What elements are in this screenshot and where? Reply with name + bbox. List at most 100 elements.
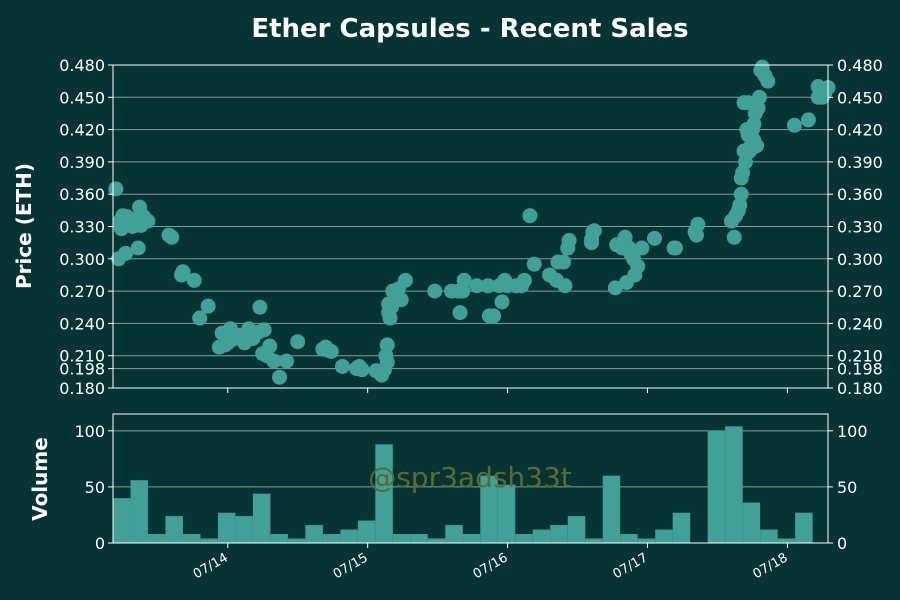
price-point xyxy=(262,338,278,354)
volume-bar xyxy=(427,538,446,543)
volume-bar xyxy=(445,525,463,543)
price-point xyxy=(186,272,202,288)
price-point xyxy=(140,213,156,229)
volume-bar xyxy=(130,480,148,543)
volume-tick-label: 50 xyxy=(85,478,105,497)
volume-bar xyxy=(462,534,481,543)
price-point xyxy=(667,240,683,256)
price-point xyxy=(690,216,706,232)
price-point xyxy=(494,294,510,310)
chart-title: Ether Capsules - Recent Sales xyxy=(251,14,688,44)
price-x-tick-marks xyxy=(227,388,788,393)
volume-bar xyxy=(217,512,236,543)
price-point xyxy=(164,229,180,245)
price-point xyxy=(630,258,646,274)
volume-bar xyxy=(795,512,813,543)
price-tick-label: 0.330 xyxy=(59,218,105,237)
price-point xyxy=(266,353,282,369)
price-point xyxy=(118,245,134,261)
volume-tick-label: 100 xyxy=(837,422,868,441)
volume-bar xyxy=(200,538,218,543)
price-point xyxy=(108,181,124,197)
price-point xyxy=(334,358,350,374)
volume-tick-label: 0 xyxy=(95,534,105,553)
price-point xyxy=(733,186,749,202)
price-tick-label: 0.270 xyxy=(59,282,105,301)
price-tick-label: 0.450 xyxy=(837,88,883,107)
volume-bar xyxy=(585,538,603,543)
price-tick-label: 0.198 xyxy=(837,360,883,379)
price-point xyxy=(452,305,468,321)
watermark: @spr3adsh33t xyxy=(368,461,572,494)
price-tick-label: 0.300 xyxy=(59,250,105,269)
volume-bar xyxy=(305,525,323,543)
price-point xyxy=(561,232,577,248)
price-tick-label: 0.270 xyxy=(837,282,883,301)
price-point xyxy=(800,112,816,128)
price-tick-label: 0.420 xyxy=(837,121,883,140)
price-tick-label: 0.180 xyxy=(837,379,883,398)
price-axis-label: Price (ETH) xyxy=(12,163,36,289)
volume-bar xyxy=(375,444,393,543)
volume-bar xyxy=(620,534,638,543)
price-point xyxy=(751,89,767,105)
price-tick-label: 0.480 xyxy=(837,56,883,75)
price-point xyxy=(379,337,395,353)
price-point xyxy=(486,308,502,324)
price-tick-label: 0.390 xyxy=(59,153,105,172)
volume-bars xyxy=(113,426,813,543)
volume-bar xyxy=(707,430,726,543)
price-points xyxy=(108,59,836,385)
volume-bar xyxy=(725,426,743,543)
price-point xyxy=(557,278,573,294)
volume-bar xyxy=(497,484,516,543)
price-point xyxy=(516,272,532,288)
volume-bar xyxy=(357,520,376,543)
price-point xyxy=(252,299,268,315)
volume-bar xyxy=(602,475,621,543)
price-point xyxy=(522,208,538,224)
price-point xyxy=(646,230,662,246)
volume-bar xyxy=(760,529,778,543)
price-point xyxy=(175,264,191,280)
price-point xyxy=(480,278,496,294)
volume-bar xyxy=(655,529,673,543)
volume-bar xyxy=(515,534,533,543)
volume-bar xyxy=(567,516,586,543)
price-point xyxy=(354,362,370,378)
price-point xyxy=(760,73,776,89)
price-point xyxy=(192,310,208,326)
price-point xyxy=(607,280,623,296)
price-point xyxy=(279,353,295,369)
price-point xyxy=(556,254,572,270)
price-tick-label: 0.240 xyxy=(59,314,105,333)
price-point xyxy=(256,322,272,338)
price-tick-label: 0.300 xyxy=(837,250,883,269)
price-point xyxy=(397,272,413,288)
volume-bar xyxy=(182,534,201,543)
volume-plot-frame xyxy=(112,413,829,544)
price-tick-label: 0.360 xyxy=(837,185,883,204)
price-tick-label: 0.240 xyxy=(837,314,883,333)
volume-bar xyxy=(392,534,411,543)
price-point xyxy=(469,278,485,294)
price-tick-label: 0.360 xyxy=(59,185,105,204)
volume-tick-label: 50 xyxy=(837,478,857,497)
price-tick-label: 0.420 xyxy=(59,121,105,140)
price-point xyxy=(786,117,802,133)
price-point xyxy=(427,283,443,299)
price-point xyxy=(393,292,409,308)
price-point xyxy=(379,354,395,370)
volume-bar xyxy=(322,534,341,543)
price-point xyxy=(634,240,650,256)
price-tick-label: 0.210 xyxy=(837,347,883,366)
price-point xyxy=(586,223,602,239)
volume-bar xyxy=(410,534,428,543)
price-point xyxy=(200,298,216,314)
volume-bar xyxy=(165,516,183,543)
price-point xyxy=(749,138,765,154)
volume-bar xyxy=(252,493,271,543)
